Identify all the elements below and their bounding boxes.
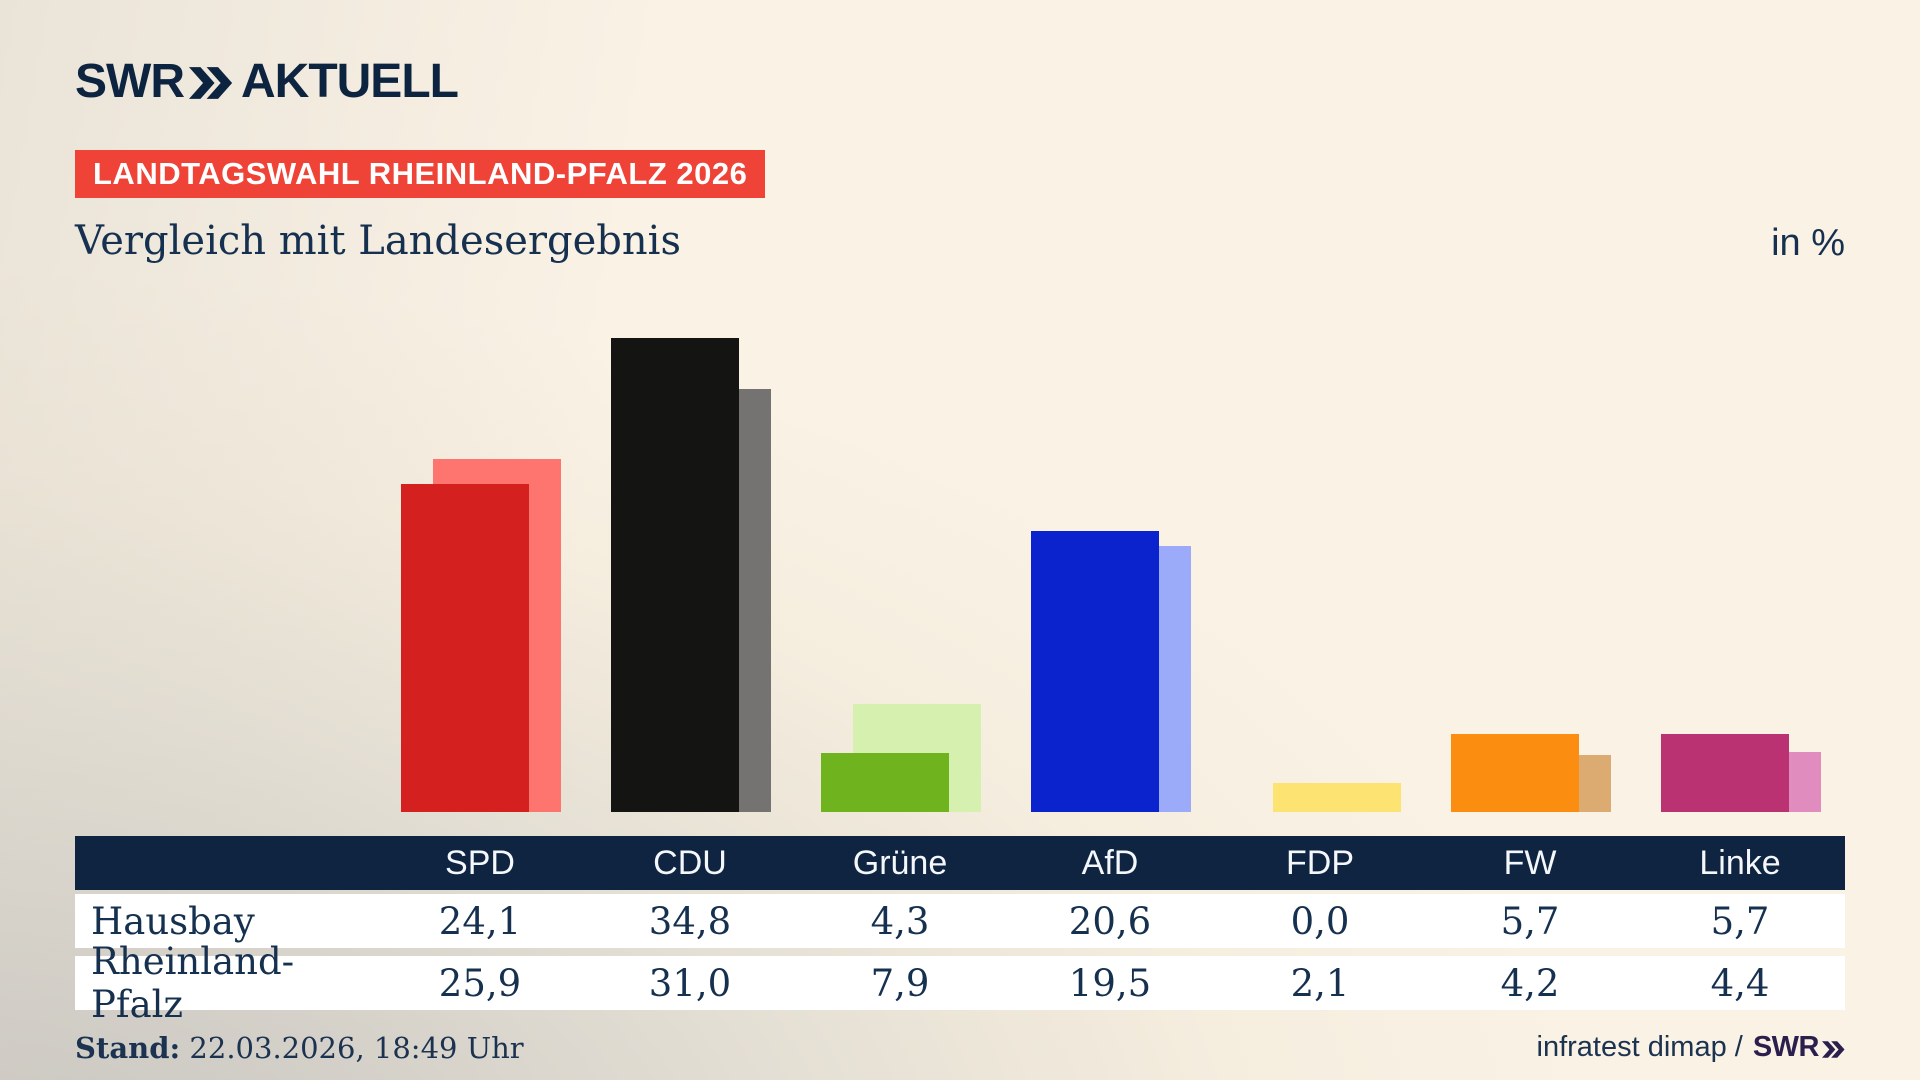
bar-main-SPD <box>401 484 529 812</box>
logo-swr-text: SWR <box>75 55 185 108</box>
header-cell-CDU: CDU <box>653 843 727 882</box>
double-chevron-right-icon <box>1822 1040 1845 1058</box>
header-cell-AfD: AfD <box>1081 843 1139 882</box>
table-row-hausbay: Hausbay 24,1 34,8 4,3 20,6 0,0 5,7 5,7 <box>75 894 1845 948</box>
bar-main-FW <box>1451 734 1579 812</box>
timestamp: Stand: 22.03.2026, 18:49 Uhr <box>75 1031 524 1065</box>
cell-Rheinland-Pfalz-Grüne: 7,9 <box>870 961 930 1005</box>
bar-main-AfD <box>1031 531 1159 812</box>
table-header-row: SPD CDU Grüne AfD FDP FW Linke <box>75 836 1845 890</box>
bar-secondary-FDP <box>1273 783 1401 812</box>
bar-main-Linke <box>1661 734 1789 812</box>
election-badge: LANDTAGSWAHL RHEINLAND-PFALZ 2026 <box>75 150 766 198</box>
cell-Hausbay-FW: 5,7 <box>1500 899 1560 943</box>
logo-aktuell-text: AKTUELL <box>240 55 459 108</box>
stand-value: 22.03.2026, 18:49 Uhr <box>180 1031 524 1065</box>
source-swr-text: SWR <box>1752 1031 1820 1063</box>
cell-Rheinland-Pfalz-SPD: 25,9 <box>438 961 522 1005</box>
bar-main-Grüne <box>821 753 949 812</box>
table-row-rheinland-pfalz: Rheinland-Pfalz 25,9 31,0 7,9 19,5 2,1 4,2 4,4 <box>75 940 1845 1026</box>
chart-title: Vergleich mit Landesergebnis <box>75 218 681 264</box>
stand-label: Stand: <box>75 1031 181 1065</box>
row-label-Hausbay: Hausbay <box>91 899 255 943</box>
header-cell-FW: FW <box>1503 843 1557 882</box>
cell-Rheinland-Pfalz-CDU: 31,0 <box>648 961 732 1005</box>
cell-Hausbay-CDU: 34,8 <box>648 899 732 943</box>
row-label-Rheinland-Pfalz: Rheinland-Pfalz <box>91 940 295 1026</box>
cell-Rheinland-Pfalz-Linke: 4,4 <box>1710 961 1770 1005</box>
cell-Hausbay-Linke: 5,7 <box>1710 899 1770 943</box>
cell-Hausbay-SPD: 24,1 <box>438 899 522 943</box>
header-cell-SPD: SPD <box>445 843 515 882</box>
swr-aktuell-logo: SWR AKTUELL <box>75 54 459 109</box>
source-text: infratest dimap / <box>1536 1031 1743 1063</box>
header-cell-Linke: Linke <box>1699 843 1781 882</box>
double-chevron-right-icon <box>188 66 233 99</box>
cell-Rheinland-Pfalz-AfD: 19,5 <box>1068 961 1152 1005</box>
cell-Hausbay-FDP: 0,0 <box>1290 899 1350 943</box>
source-credit: infratest dimap / SWR <box>1537 1031 1846 1064</box>
bar-main-CDU <box>611 338 739 812</box>
cell-Rheinland-Pfalz-FW: 4,2 <box>1500 961 1560 1005</box>
cell-Hausbay-Grüne: 4,3 <box>870 899 930 943</box>
cell-Rheinland-Pfalz-FDP: 2,1 <box>1290 961 1350 1005</box>
header-cell-FDP: FDP <box>1286 843 1354 882</box>
cell-Hausbay-AfD: 20,6 <box>1068 899 1152 943</box>
header-cell-Grüne: Grüne <box>852 843 948 882</box>
unit-label: in % <box>1771 222 1845 264</box>
